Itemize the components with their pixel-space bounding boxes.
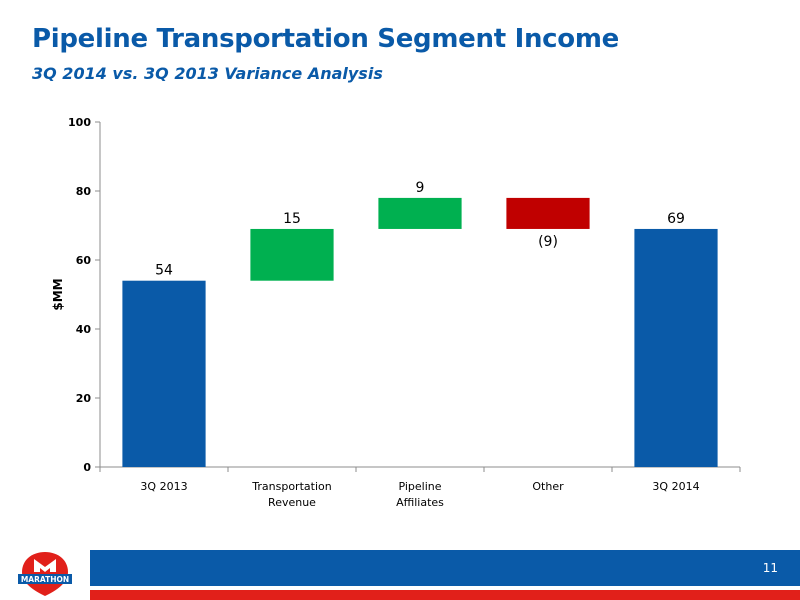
- footer-red-stripe: [90, 590, 800, 600]
- x-tick-label: 3Q 2013: [140, 480, 187, 493]
- footer-white-stripe: [90, 586, 800, 590]
- bar: [506, 197, 590, 229]
- y-tick-label: 60: [76, 254, 92, 267]
- bar: [634, 228, 718, 467]
- waterfall-chart: 0 20 40 60 80 100 $MM 54 3Q 2013 15 Transportation…: [51, 116, 741, 509]
- x-tick-label: Other: [532, 480, 564, 493]
- page-subtitle: 3Q 2014 vs. 3Q 2013 Variance Analysis: [32, 64, 383, 83]
- data-label: (9): [538, 234, 558, 250]
- footer-blue-stripe: 11: [90, 550, 800, 586]
- page-number: 11: [762, 561, 778, 575]
- logo-text: MARATHON: [21, 575, 69, 584]
- x-tick-label: Pipeline Affiliates: [396, 480, 444, 509]
- x-tick-label-line: 3Q 2013: [140, 480, 187, 493]
- y-tick-label: 80: [76, 185, 92, 198]
- data-label: 9: [416, 180, 425, 196]
- footer-bar: 11: [90, 550, 800, 600]
- page-title: Pipeline Transportation Segment Income: [32, 24, 619, 54]
- data-label: 69: [667, 211, 685, 227]
- y-tick-label: 0: [83, 461, 91, 474]
- x-tick-label: 3Q 2014: [652, 480, 699, 493]
- marathon-logo-icon: MARATHON: [18, 552, 72, 596]
- x-tick-label-line: Pipeline: [398, 480, 441, 493]
- bar: [122, 280, 206, 467]
- y-tick-label: 100: [68, 116, 91, 129]
- x-tick-label-line: Transportation: [251, 480, 331, 493]
- x-tick-label: Transportation Revenue: [251, 480, 331, 509]
- y-tick-label: 20: [76, 392, 92, 405]
- x-tick-label-line: Affiliates: [396, 496, 444, 509]
- y-axis-label: $MM: [51, 278, 65, 310]
- x-tick-label-line: Revenue: [268, 496, 316, 509]
- data-label: 15: [283, 211, 301, 227]
- bar: [250, 228, 334, 281]
- x-tick-label-line: Other: [532, 480, 564, 493]
- data-label: 54: [155, 263, 173, 279]
- bar: [378, 197, 462, 229]
- y-tick-label: 40: [76, 323, 92, 336]
- x-tick-label-line: 3Q 2014: [652, 480, 699, 493]
